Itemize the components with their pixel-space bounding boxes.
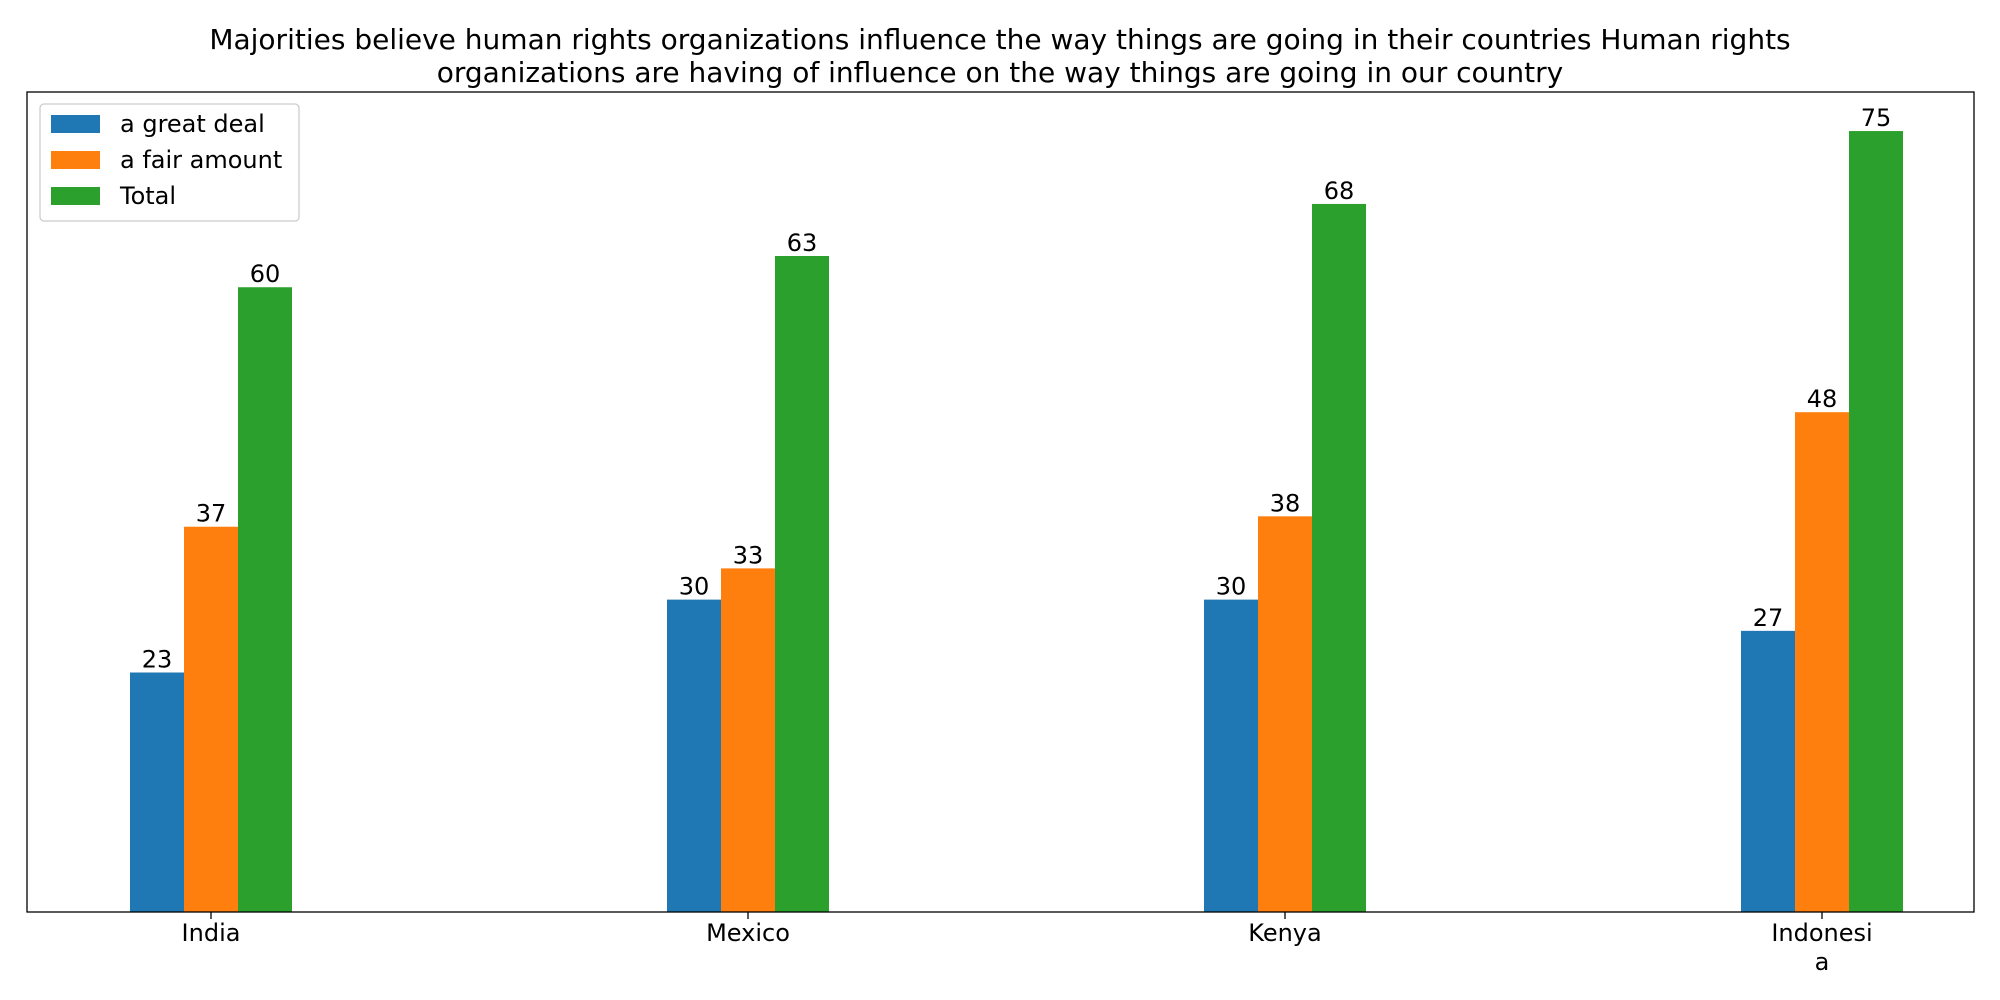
x-axis: India Mexico Kenya Indonesi a <box>182 912 1873 976</box>
bar-mexico-series-0 <box>667 599 721 912</box>
value-label: 30 <box>1216 573 1247 601</box>
value-label: 30 <box>679 573 710 601</box>
legend-swatch <box>51 151 100 169</box>
bar-indonesia-series-0 <box>1741 630 1795 912</box>
bar-kenya-series-0 <box>1204 599 1258 912</box>
bar-india-series-2 <box>238 287 292 912</box>
bar-india-series-1 <box>184 526 238 912</box>
legend-label: Total <box>119 182 176 210</box>
value-labels: 23 30 30 27 37 33 38 48 60 63 68 75 <box>142 104 1892 673</box>
bar-india-series-0 <box>130 672 184 912</box>
x-tick-label: India <box>182 919 241 947</box>
value-label: 60 <box>250 260 281 288</box>
chart-title: Majorities believe human rights organiza… <box>209 23 1790 89</box>
x-tick-label: Kenya <box>1248 919 1321 947</box>
value-label: 27 <box>1753 604 1784 632</box>
bar-indonesia-series-2 <box>1849 131 1903 913</box>
bars <box>130 131 1903 913</box>
value-label: 37 <box>196 500 227 528</box>
value-label: 75 <box>1861 104 1892 132</box>
value-label: 33 <box>733 541 764 569</box>
value-label: 68 <box>1324 177 1355 205</box>
bar-kenya-series-1 <box>1258 516 1312 912</box>
plot-frame <box>26 91 1975 913</box>
legend-label: a fair amount <box>120 146 282 174</box>
legend-swatch <box>51 115 100 133</box>
legend-swatch <box>51 187 100 205</box>
bar-mexico-series-2 <box>775 256 829 912</box>
bar-indonesia-series-1 <box>1795 412 1849 912</box>
legend-box <box>39 103 300 222</box>
value-label: 48 <box>1807 385 1838 413</box>
bar-mexico-series-1 <box>721 568 775 912</box>
x-tick-label: Indonesi a <box>1771 919 1872 976</box>
value-label: 38 <box>1270 489 1301 517</box>
legend: a great deal a fair amount Total <box>39 103 300 222</box>
value-label: 23 <box>142 646 173 674</box>
value-label: 63 <box>787 229 818 257</box>
legend-label: a great deal <box>120 110 265 138</box>
x-tick-label: Mexico <box>706 919 790 947</box>
chart-title-text: Majorities believe human rights organiza… <box>209 23 1790 89</box>
bar-kenya-series-2 <box>1312 203 1366 912</box>
